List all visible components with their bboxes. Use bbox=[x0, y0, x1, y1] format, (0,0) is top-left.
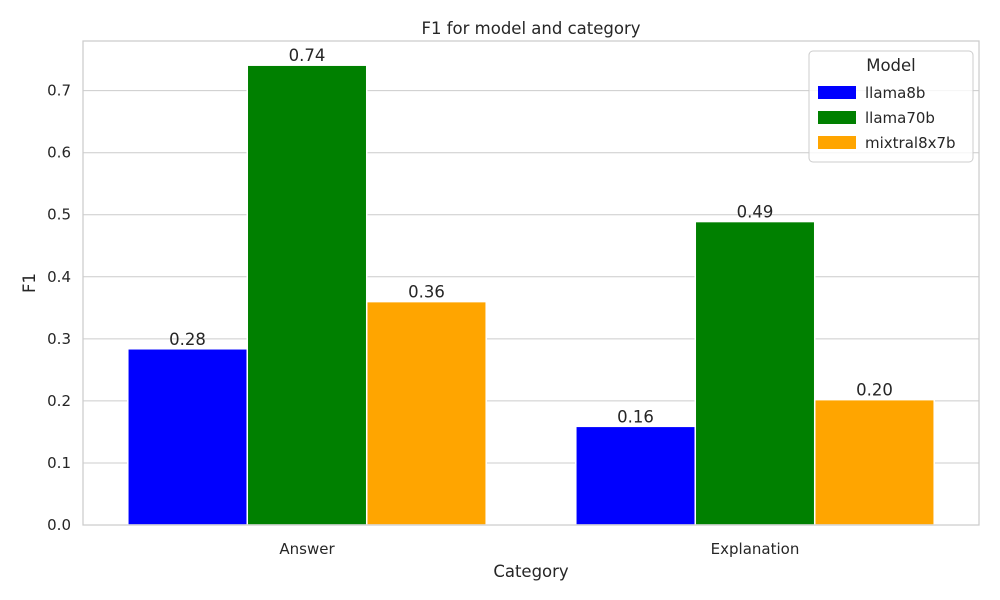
bar-llama8b-answer bbox=[127, 348, 249, 526]
bars bbox=[127, 64, 935, 526]
y-tick-label: 0.7 bbox=[47, 82, 71, 100]
legend-swatch-llama70b bbox=[818, 111, 856, 124]
y-tick-label: 0.5 bbox=[47, 206, 71, 224]
legend-label: llama70b bbox=[865, 109, 935, 127]
data-label: 0.16 bbox=[617, 407, 654, 426]
bar-llama70b-explanation bbox=[694, 220, 816, 526]
data-label: 0.74 bbox=[289, 46, 326, 65]
y-tick-label: 0.0 bbox=[47, 516, 71, 534]
data-label: 0.28 bbox=[169, 330, 206, 349]
bar-llama70b-answer bbox=[246, 64, 368, 526]
chart-title: F1 for model and category bbox=[422, 19, 641, 38]
y-tick-label: 0.2 bbox=[47, 392, 71, 410]
data-labels: 0.28 0.74 0.36 0.16 0.49 0.20 bbox=[169, 46, 893, 426]
x-axis-label: Category bbox=[493, 562, 569, 581]
x-tick-labels: Answer Explanation bbox=[279, 540, 799, 558]
y-axis-label: F1 bbox=[20, 273, 39, 293]
bar-mixtral8x7b-answer bbox=[365, 300, 487, 526]
legend-swatch-mixtral8x7b bbox=[818, 136, 856, 149]
bar-mixtral8x7b-explanation bbox=[813, 398, 935, 526]
legend-items: llama8b llama70b mixtral8x7b bbox=[818, 84, 956, 152]
legend: Model llama8b llama70b mixtral8x7b bbox=[808, 50, 974, 163]
x-tick-label: Explanation bbox=[711, 540, 800, 558]
plot-frame bbox=[82, 40, 980, 526]
legend-box bbox=[808, 50, 974, 163]
legend-label: llama8b bbox=[865, 84, 925, 102]
bar-llama8b-explanation bbox=[575, 425, 697, 526]
y-tick-label: 0.4 bbox=[47, 268, 71, 286]
legend-title: Model bbox=[866, 56, 916, 75]
x-tick-label: Answer bbox=[279, 540, 335, 558]
y-tick-label: 0.1 bbox=[47, 454, 71, 472]
y-tick-labels: 0.0 0.1 0.2 0.3 0.4 0.5 0.6 0.7 bbox=[47, 82, 71, 534]
data-label: 0.20 bbox=[856, 381, 893, 400]
legend-swatch-llama8b bbox=[818, 86, 856, 99]
legend-label: mixtral8x7b bbox=[865, 134, 956, 152]
y-tick-label: 0.3 bbox=[47, 330, 71, 348]
data-label: 0.36 bbox=[408, 283, 445, 302]
y-tick-label: 0.6 bbox=[47, 144, 71, 162]
data-label: 0.49 bbox=[737, 203, 774, 222]
